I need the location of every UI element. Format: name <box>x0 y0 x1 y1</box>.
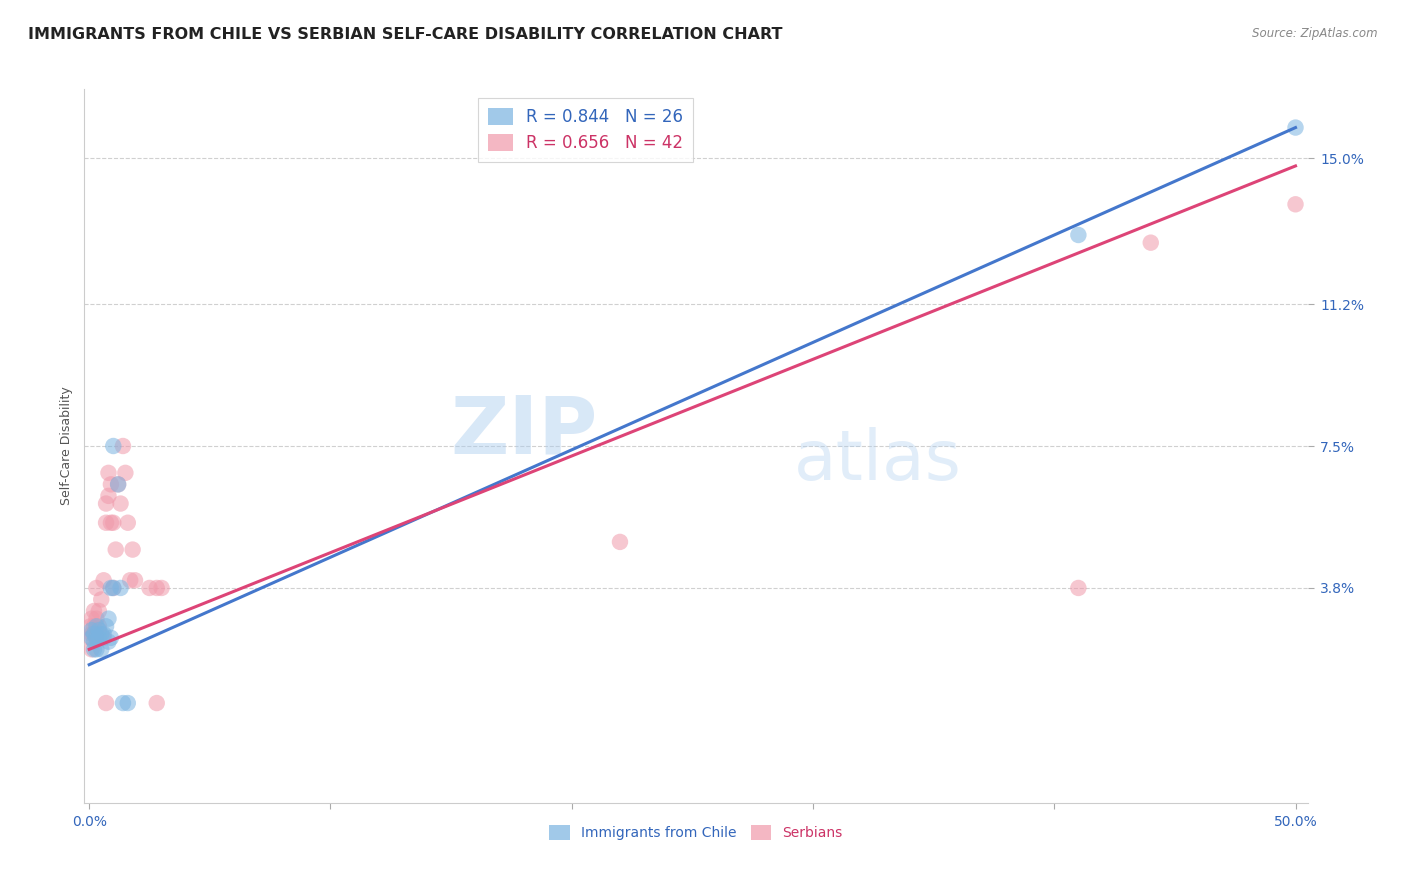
Point <box>609 535 631 549</box>
Point <box>1067 227 1090 242</box>
Text: ZIP: ZIP <box>451 392 598 471</box>
Point <box>1284 120 1306 135</box>
Point <box>80 642 103 657</box>
Point <box>83 627 105 641</box>
Point <box>87 623 110 637</box>
Point <box>97 612 120 626</box>
Point <box>145 581 167 595</box>
Point <box>93 631 115 645</box>
Point <box>93 627 115 641</box>
Text: Source: ZipAtlas.com: Source: ZipAtlas.com <box>1253 27 1378 40</box>
Point <box>104 542 127 557</box>
Point <box>97 466 120 480</box>
Point <box>87 619 110 633</box>
Point <box>86 612 108 626</box>
Point <box>83 604 105 618</box>
Point <box>103 581 125 595</box>
Point <box>90 592 112 607</box>
Point <box>103 516 125 530</box>
Point <box>107 477 129 491</box>
Point <box>83 627 105 641</box>
Point <box>145 696 167 710</box>
Point <box>1139 235 1161 250</box>
Point <box>80 631 103 645</box>
Point <box>86 581 108 595</box>
Point <box>120 574 142 588</box>
Point <box>97 489 120 503</box>
Point <box>90 642 112 657</box>
Point <box>94 619 117 633</box>
Point <box>94 497 117 511</box>
Point <box>83 619 105 633</box>
Point <box>1067 581 1090 595</box>
Point <box>110 581 132 595</box>
Point <box>86 631 108 645</box>
Point <box>80 612 103 626</box>
Text: IMMIGRANTS FROM CHILE VS SERBIAN SELF-CARE DISABILITY CORRELATION CHART: IMMIGRANTS FROM CHILE VS SERBIAN SELF-CA… <box>28 27 783 42</box>
Point <box>86 619 108 633</box>
Point <box>90 627 112 641</box>
Point <box>93 574 115 588</box>
Point <box>83 634 105 648</box>
Point <box>103 439 125 453</box>
Point <box>117 516 139 530</box>
Point <box>121 542 143 557</box>
Point <box>94 696 117 710</box>
Point <box>87 604 110 618</box>
Point <box>100 516 122 530</box>
Point <box>86 631 108 645</box>
Point <box>117 696 139 710</box>
Point <box>1284 197 1306 211</box>
Point <box>110 497 132 511</box>
Point <box>87 631 110 645</box>
Point <box>100 581 122 595</box>
Point <box>103 581 125 595</box>
Text: atlas: atlas <box>794 426 962 494</box>
Point <box>79 631 101 645</box>
Point <box>150 581 173 595</box>
Point <box>94 516 117 530</box>
Point <box>111 439 134 453</box>
Point <box>114 466 136 480</box>
Point <box>97 634 120 648</box>
Point <box>111 696 134 710</box>
Y-axis label: Self-Care Disability: Self-Care Disability <box>60 386 73 506</box>
Legend: Immigrants from Chile, Serbians: Immigrants from Chile, Serbians <box>544 820 848 846</box>
Point <box>138 581 160 595</box>
Point <box>100 631 122 645</box>
Point <box>83 642 105 657</box>
Point <box>107 477 129 491</box>
Point <box>124 574 146 588</box>
Point <box>80 623 103 637</box>
Point <box>100 477 122 491</box>
Point <box>79 619 101 633</box>
Point <box>86 642 108 657</box>
Point <box>80 627 103 641</box>
